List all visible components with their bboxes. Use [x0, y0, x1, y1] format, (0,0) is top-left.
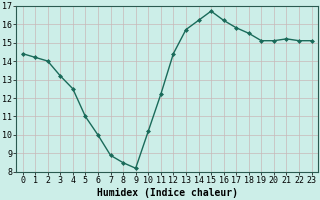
- X-axis label: Humidex (Indice chaleur): Humidex (Indice chaleur): [97, 188, 237, 198]
